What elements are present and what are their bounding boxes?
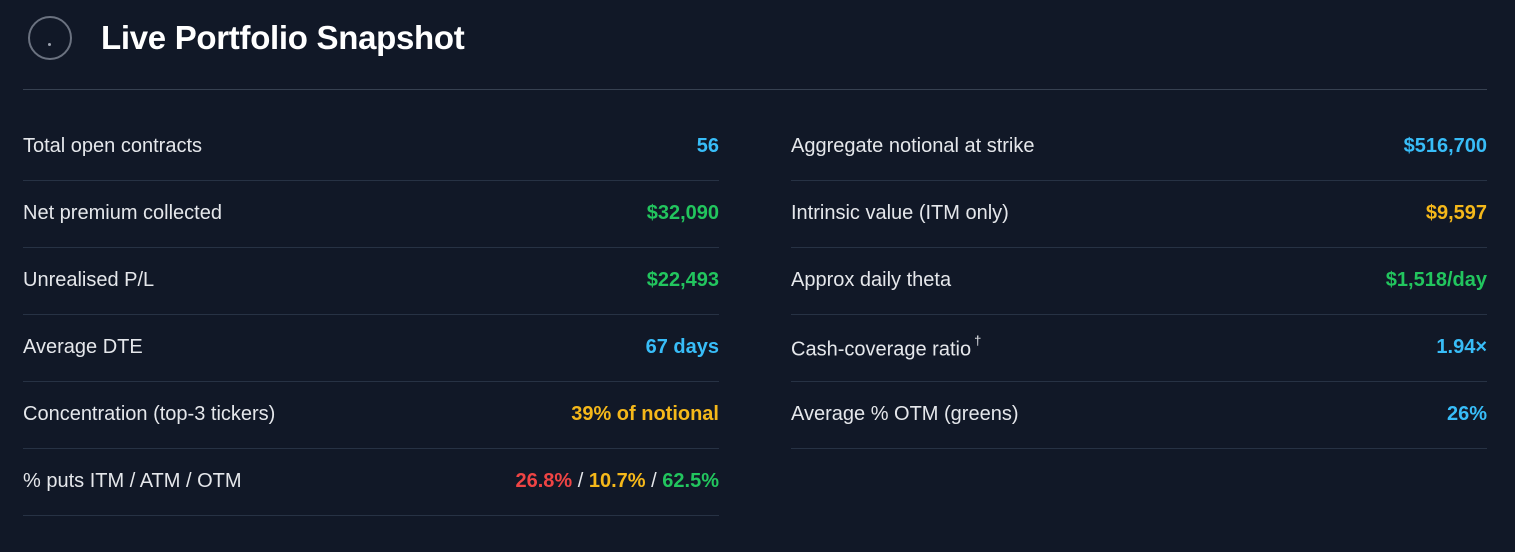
separator: /: [651, 470, 657, 492]
separator: /: [577, 470, 584, 492]
spinner-icon: [28, 16, 72, 60]
metric-row: Unrealised P/L $22,493: [23, 248, 719, 315]
atm-percent: 10.7%: [588, 470, 646, 492]
metric-row: % puts ITM / ATM / OTM 26.8% / 10.7% / 6…: [23, 449, 719, 516]
metrics-right-column: Aggregate notional at strike $516,700 In…: [791, 114, 1487, 449]
moneyness-breakdown: 26.8% / 10.7% / 62.5%: [515, 470, 719, 493]
otm-percent: 62.5%: [662, 470, 719, 492]
metric-row: Approx daily theta $1,518/day: [791, 248, 1487, 315]
footnote-marker: †: [974, 333, 982, 348]
metric-label: Net premium collected: [23, 202, 222, 224]
metric-label: Unrealised P/L: [23, 269, 155, 291]
metric-label: Cash-coverage ratio †: [791, 333, 982, 362]
metric-row: Concentration (top-3 tickers) 39% of not…: [23, 382, 719, 449]
itm-percent: 26.8%: [515, 470, 573, 492]
metric-value: $22,493: [646, 269, 719, 291]
metric-label: Concentration (top-3 tickers): [23, 403, 276, 425]
metric-value: 67 days: [645, 336, 719, 358]
metric-value: 39% of notional: [571, 403, 719, 425]
metric-value: 56: [696, 135, 719, 157]
metric-label: Average % OTM (greens): [791, 403, 1019, 425]
metric-label: Aggregate notional at strike: [791, 135, 1035, 157]
metric-value: $1,518/day: [1385, 269, 1487, 291]
metric-label: % puts ITM / ATM / OTM: [23, 470, 242, 492]
metric-row: Average DTE 67 days: [23, 315, 719, 382]
metric-row: Net premium collected $32,090: [23, 181, 719, 248]
metric-row: Average % OTM (greens) 26%: [791, 382, 1487, 449]
metric-label: Average DTE: [23, 336, 143, 358]
metric-row: Total open contracts 56: [23, 114, 719, 181]
metric-label-text: Cash-coverage ratio: [791, 338, 972, 361]
metric-row: Cash-coverage ratio † 1.94×: [791, 315, 1487, 382]
metric-label: Intrinsic value (ITM only): [791, 202, 1009, 224]
metric-value: $9,597: [1425, 202, 1487, 224]
metric-value: $516,700: [1403, 135, 1487, 157]
metric-label: Total open contracts: [23, 135, 202, 157]
metric-row: Aggregate notional at strike $516,700: [791, 114, 1487, 181]
panel-header: Live Portfolio Snapshot: [23, 0, 1487, 90]
metric-value: 1.94×: [1436, 336, 1487, 358]
metric-row: Intrinsic value (ITM only) $9,597: [791, 181, 1487, 248]
metric-value: $32,090: [646, 202, 719, 224]
metric-value: 26%: [1446, 403, 1487, 425]
metrics-left-column: Total open contracts 56 Net premium coll…: [23, 114, 719, 516]
page-title: Live Portfolio Snapshot: [101, 19, 465, 56]
metric-label: Approx daily theta: [791, 269, 952, 291]
